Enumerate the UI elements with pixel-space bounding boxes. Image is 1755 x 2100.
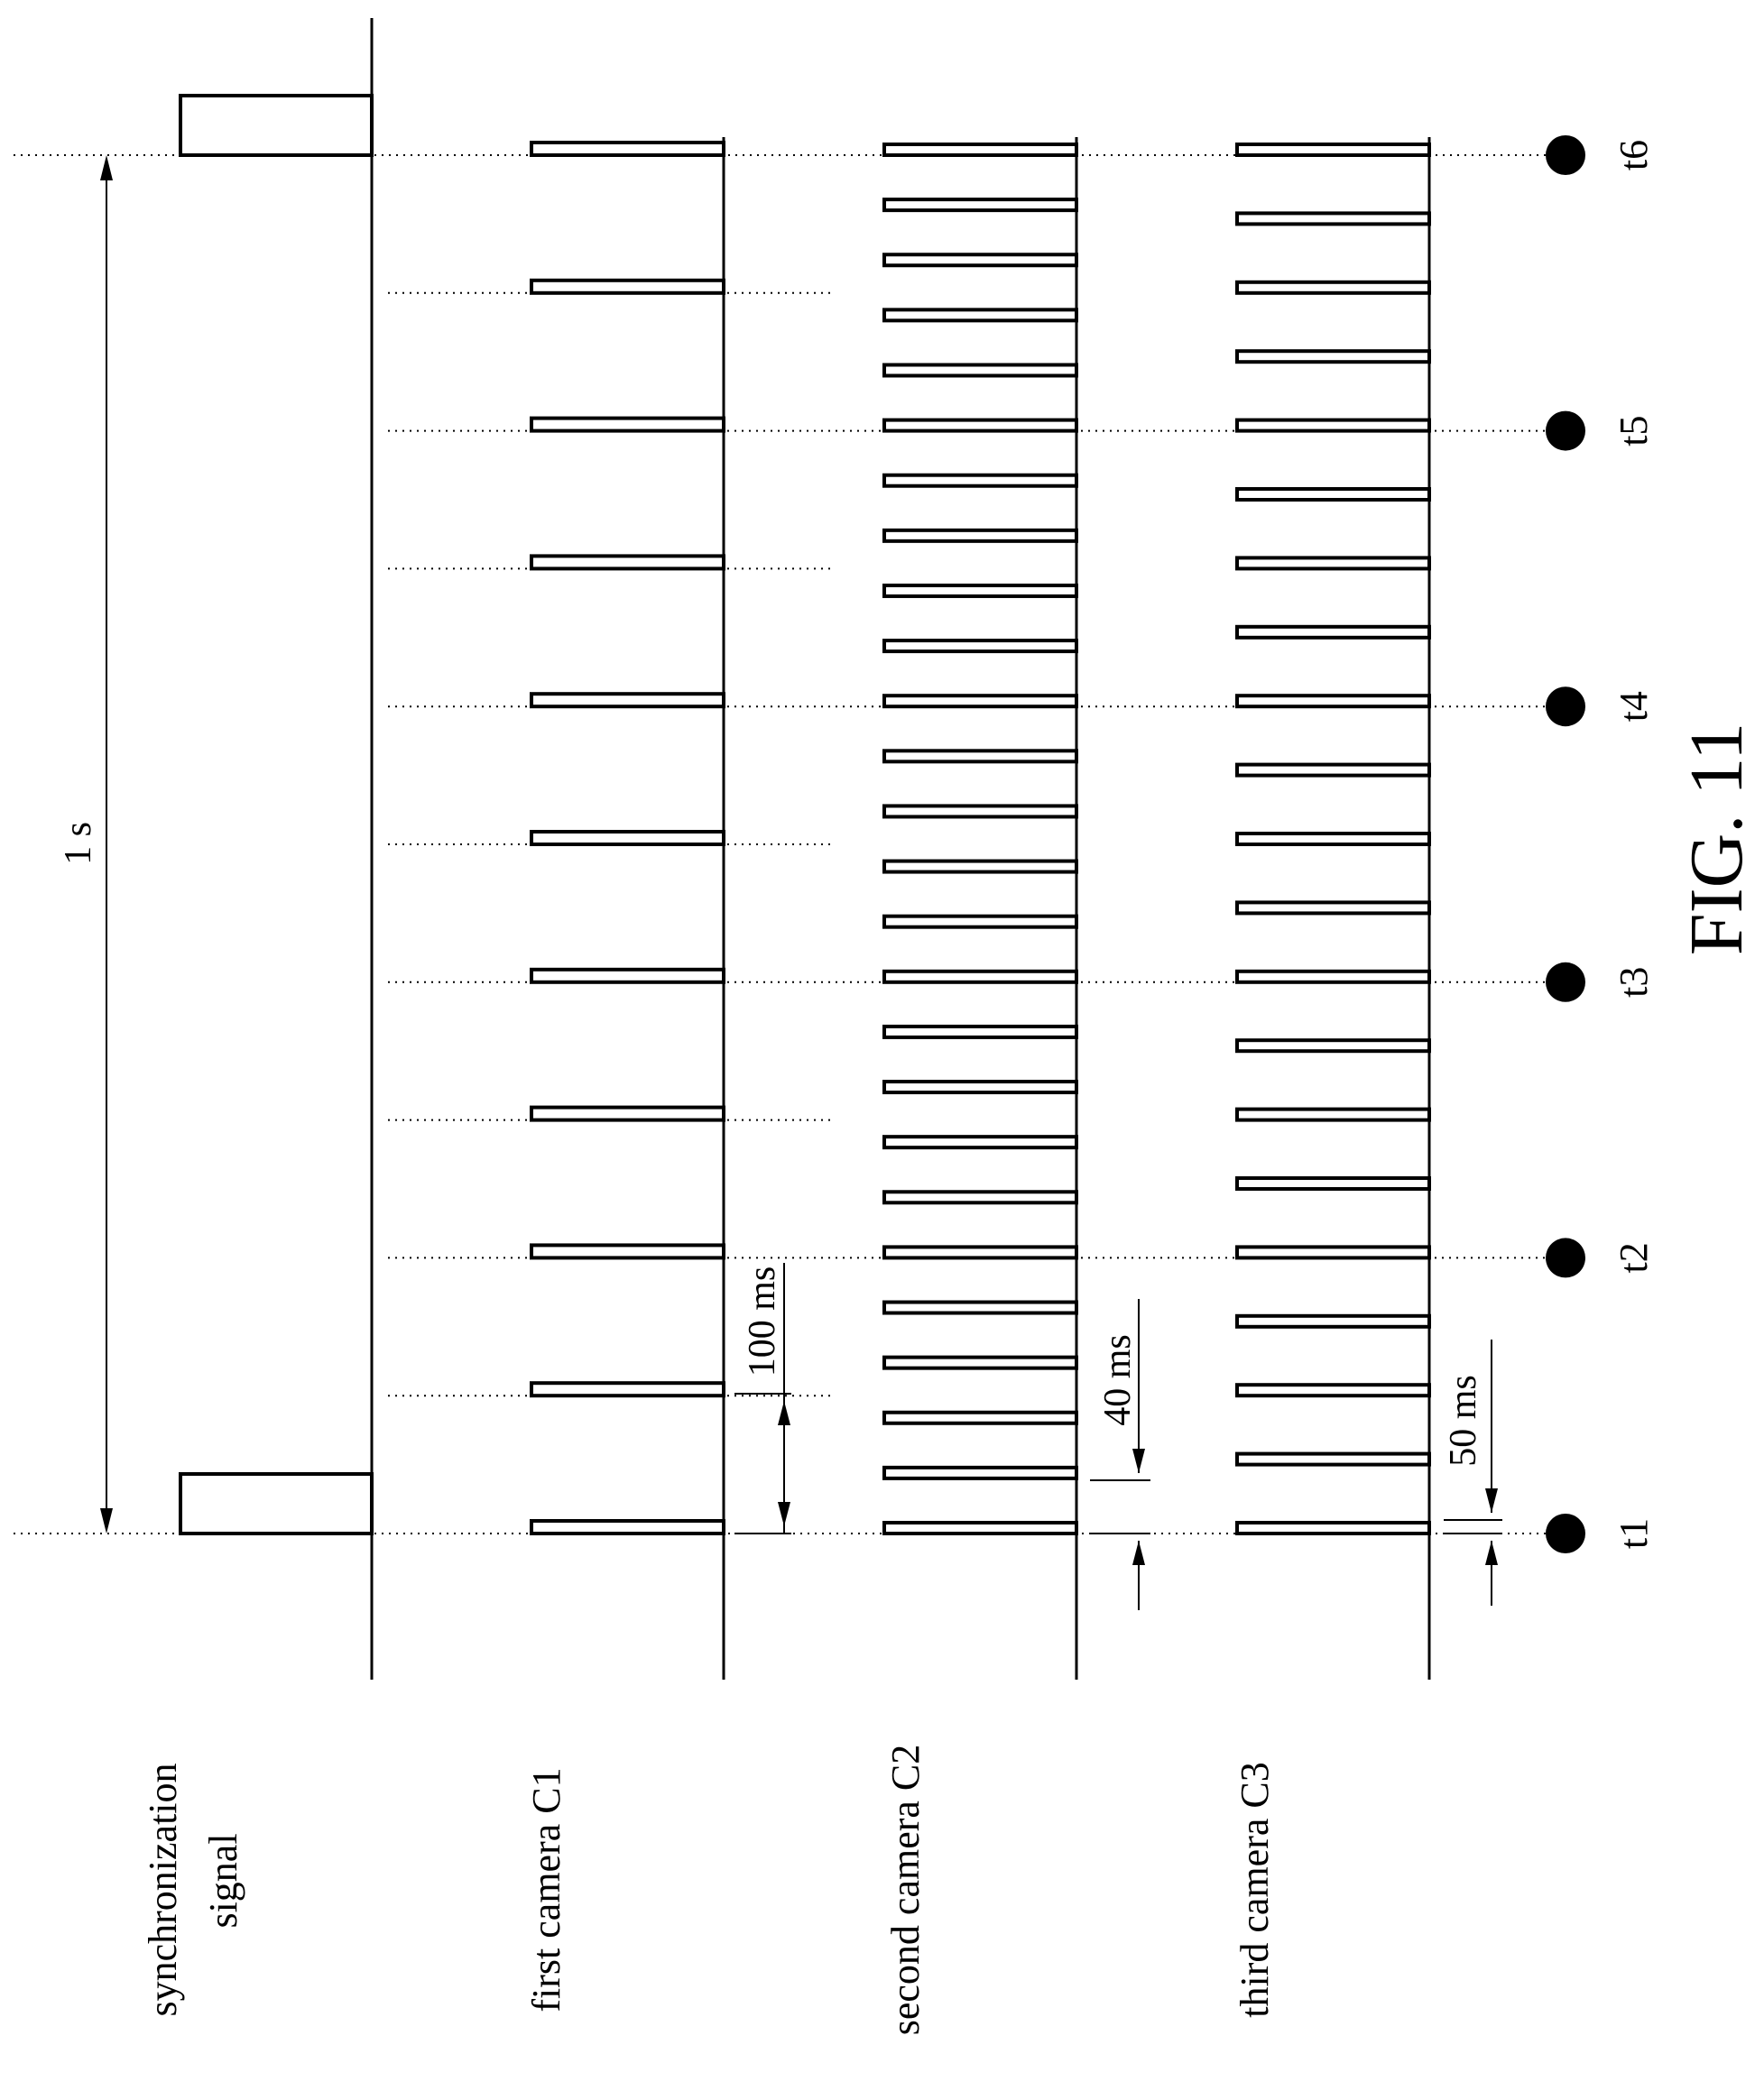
- c2-interval-label: 40 ms: [1097, 1334, 1139, 1426]
- c3-pulse: [1235, 143, 1431, 157]
- time-marker-label: t3: [1612, 967, 1656, 998]
- time-marker-dot: [1546, 962, 1585, 1002]
- time-marker-dot: [1546, 1514, 1585, 1553]
- time-marker-dot: [1546, 1238, 1585, 1278]
- c3-pulse: [1235, 1313, 1431, 1329]
- c3-pulse: [1235, 1038, 1431, 1054]
- c3-label: third camera C3: [1233, 1762, 1277, 2017]
- c3-pulse: [1235, 694, 1431, 709]
- time-markers: t1 t2 t3 t4 t5 t6: [1546, 135, 1656, 1553]
- c3-pulse: [1235, 1107, 1431, 1122]
- time-marker-dot: [1546, 410, 1585, 451]
- c2-pulse: [882, 253, 1078, 268]
- c3-pulse: [1235, 624, 1431, 640]
- c2-pulse: [882, 1245, 1078, 1260]
- pulses: [179, 94, 1431, 1535]
- c1-pulse: [530, 1381, 725, 1398]
- c2-pulse: [882, 1135, 1078, 1150]
- sync-label-line-2: signal: [201, 1833, 245, 1928]
- c2-pulse: [882, 583, 1078, 598]
- c2-pulse: [882, 1190, 1078, 1205]
- c3-interval-dimension: 50 ms: [1443, 1340, 1502, 1606]
- c3-pulse: [1235, 280, 1431, 295]
- c2-pulse: [882, 1080, 1078, 1095]
- c2-pulse: [882, 363, 1078, 378]
- c1-pulse: [530, 1519, 725, 1535]
- c3-pulse: [1235, 211, 1431, 226]
- c1-pulse: [530, 967, 725, 984]
- c3-pulse: [1235, 762, 1431, 778]
- c1-pulse: [530, 692, 725, 709]
- c1-pulse: [530, 416, 725, 433]
- c3-pulse: [1235, 1176, 1431, 1191]
- c3-pulse: [1235, 1383, 1431, 1398]
- time-marker-dot: [1546, 135, 1585, 175]
- c2-pulse: [882, 639, 1078, 654]
- figure-label: FIG. 11: [1675, 723, 1755, 955]
- sync-label-line-1: synchronization: [141, 1763, 185, 2016]
- c2-pulse: [882, 859, 1078, 874]
- c3-pulse: [1235, 1451, 1431, 1467]
- c3-pulse: [1235, 832, 1431, 846]
- c3-pulse: [1235, 1245, 1431, 1260]
- time-marker-label: t2: [1612, 1242, 1656, 1273]
- c1-pulse: [530, 141, 725, 157]
- c2-pulse: [882, 1465, 1078, 1480]
- c2-pulse: [882, 198, 1078, 213]
- c2-pulse: [882, 749, 1078, 764]
- c1-pulse: [530, 278, 725, 295]
- c2-pulse: [882, 694, 1078, 709]
- time-marker-label: t6: [1612, 140, 1656, 170]
- c1-pulse: [530, 830, 725, 846]
- c2-interval-dimension: 40 ms: [1090, 1299, 1150, 1610]
- c2-pulse: [882, 1300, 1078, 1315]
- sync-pulse: [179, 1472, 374, 1535]
- c3-pulse: [1235, 418, 1431, 433]
- c2-pulse: [882, 1521, 1078, 1535]
- time-marker-dot: [1546, 686, 1585, 727]
- time-marker-label: t1: [1612, 1518, 1656, 1549]
- c2-pulse: [882, 143, 1078, 157]
- c3-interval-label: 50 ms: [1443, 1375, 1484, 1467]
- one-second-span: 1 s: [58, 155, 113, 1534]
- c2-pulse: [882, 1410, 1078, 1425]
- c2-pulse: [882, 1355, 1078, 1370]
- c1-pulse: [530, 1105, 725, 1122]
- sync-pulse: [179, 94, 374, 157]
- c1-label: first camera C1: [524, 1767, 568, 2012]
- c3-pulse: [1235, 900, 1431, 916]
- c2-label: second camera C2: [883, 1745, 928, 2036]
- span-label: 1 s: [58, 822, 99, 865]
- c3-pulse: [1235, 349, 1431, 364]
- c1-interval-dimension: 100 ms: [734, 1263, 791, 1534]
- c2-pulse: [882, 914, 1078, 929]
- c1-pulse: [530, 554, 725, 571]
- c3-pulse: [1235, 556, 1431, 571]
- c2-pulse: [882, 528, 1078, 543]
- c3-pulse: [1235, 1521, 1431, 1535]
- c1-pulse: [530, 1243, 725, 1260]
- c2-pulse: [882, 1024, 1078, 1039]
- c2-pulse: [882, 969, 1078, 984]
- c2-pulse: [882, 473, 1078, 488]
- time-marker-label: t4: [1612, 691, 1656, 722]
- c3-pulse: [1235, 969, 1431, 984]
- c1-interval-label: 100 ms: [742, 1266, 783, 1377]
- c2-pulse: [882, 418, 1078, 433]
- c3-pulse: [1235, 487, 1431, 502]
- c2-pulse: [882, 804, 1078, 819]
- c2-pulse: [882, 308, 1078, 323]
- time-marker-label: t5: [1612, 415, 1656, 446]
